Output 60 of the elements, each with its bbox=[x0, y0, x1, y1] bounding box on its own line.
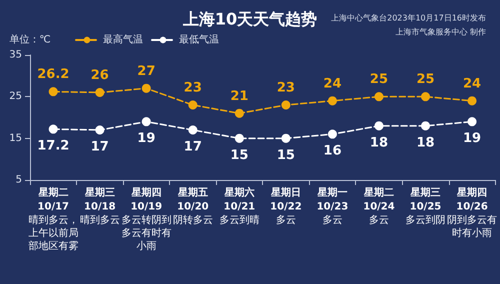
point bbox=[468, 96, 477, 106]
point bbox=[142, 84, 151, 93]
data-label: 17.2 bbox=[37, 138, 70, 154]
point bbox=[421, 92, 430, 102]
data-label: 15 bbox=[230, 148, 248, 163]
y-tick-label: 35 bbox=[9, 50, 22, 60]
legend-label: 最低气温 bbox=[179, 34, 219, 46]
x-tick-label: 星期六 10/21 多云到晴 bbox=[219, 186, 260, 226]
x-tick-label: 星期一 10/23 多云 bbox=[316, 186, 348, 226]
data-label: 25 bbox=[370, 72, 388, 88]
x-tick-label: 星期三 10/18 晴到多云 bbox=[80, 186, 120, 226]
point bbox=[95, 88, 104, 97]
point bbox=[95, 126, 104, 134]
point bbox=[281, 134, 290, 143]
point bbox=[374, 92, 384, 102]
chart-title: 上海10天天气趋势 bbox=[182, 10, 318, 28]
x-tick-label: 星期四 10/19 多云转阴到多云有时有小雨 bbox=[121, 186, 172, 252]
y-tick-label: 25 bbox=[9, 91, 22, 102]
y-axis-title: 单位：℃ bbox=[9, 34, 51, 46]
data-label: 15 bbox=[276, 148, 295, 163]
data-label: 18 bbox=[416, 135, 435, 150]
data-label: 23 bbox=[184, 80, 202, 96]
point bbox=[188, 100, 198, 110]
data-label: 26.2 bbox=[37, 67, 70, 82]
y-tick-label: 15 bbox=[9, 132, 22, 144]
data-label: 24 bbox=[323, 76, 342, 92]
point bbox=[281, 100, 290, 110]
point bbox=[421, 121, 430, 130]
x-tick-label: 星期日 10/22 多云 bbox=[270, 186, 302, 226]
x-tick-label: 星期二 10/17 晴到多云，上午以前局部地区有雾 bbox=[28, 186, 78, 252]
point bbox=[468, 117, 477, 126]
data-label: 27 bbox=[137, 64, 156, 79]
data-label: 19 bbox=[462, 131, 482, 146]
point bbox=[188, 126, 198, 134]
data-label: 16 bbox=[323, 144, 342, 159]
data-label: 18 bbox=[370, 135, 388, 150]
legend-label: 最高气温 bbox=[103, 34, 143, 46]
point bbox=[374, 121, 384, 130]
x-tick-label: 星期五 10/20 阴转多云 bbox=[172, 186, 213, 226]
x-tick-label: 星期三 10/25 多云到阴 bbox=[406, 186, 446, 226]
data-label: 25 bbox=[416, 72, 435, 88]
data-label: 26 bbox=[90, 68, 109, 83]
data-label: 17 bbox=[90, 140, 109, 154]
data-label: 24 bbox=[462, 76, 482, 92]
point bbox=[234, 108, 244, 118]
point bbox=[234, 134, 244, 143]
data-label: 17 bbox=[184, 140, 202, 154]
text: 上海中心气象台2023年10月17日16时发布 bbox=[331, 14, 486, 22]
data-label: 23 bbox=[276, 80, 295, 96]
point bbox=[142, 117, 151, 126]
point bbox=[48, 124, 58, 134]
point bbox=[328, 96, 337, 106]
text: 上海市气象服务中心 制作 bbox=[395, 28, 486, 36]
data-label: 21 bbox=[230, 88, 248, 104]
point bbox=[48, 87, 58, 96]
data-label: 19 bbox=[137, 131, 156, 146]
y-tick-label: 5 bbox=[16, 174, 22, 186]
x-tick-label: 星期四 10/26 阴到多云有时有小雨 bbox=[447, 186, 498, 239]
x-tick-label: 星期二 10/24 多云 bbox=[362, 186, 395, 226]
point bbox=[328, 130, 337, 139]
